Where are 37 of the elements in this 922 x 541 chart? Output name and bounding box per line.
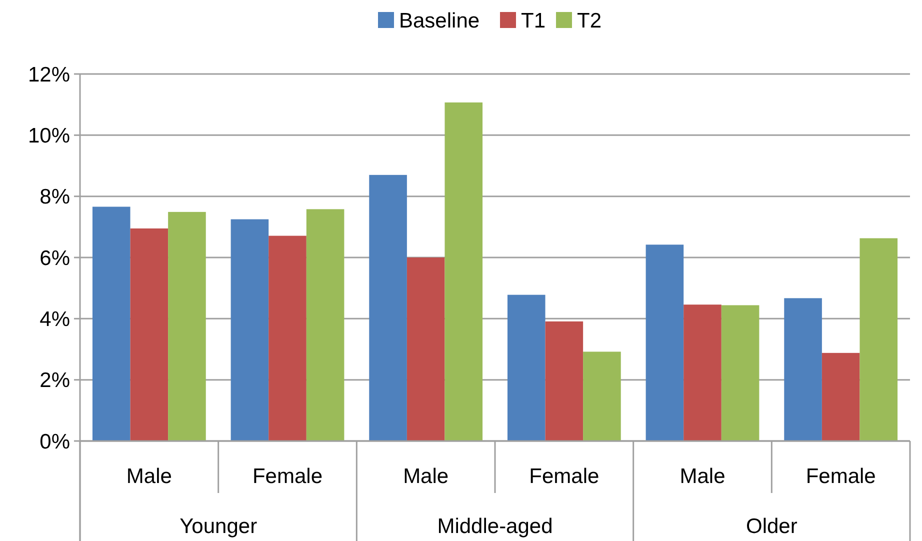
y-tick-label: 4% bbox=[40, 308, 70, 332]
bar bbox=[230, 219, 269, 441]
bar bbox=[860, 238, 898, 441]
bar bbox=[822, 352, 860, 441]
x-tick-label: Female bbox=[252, 465, 323, 488]
x-tick-label: Female bbox=[529, 465, 600, 488]
y-tick-label: 0% bbox=[40, 430, 70, 454]
y-tick-label: 10% bbox=[28, 124, 70, 148]
bar bbox=[306, 209, 344, 441]
bar bbox=[92, 206, 130, 441]
x-tick-label: Male bbox=[680, 465, 726, 488]
text: Older bbox=[746, 515, 798, 538]
bar bbox=[406, 258, 445, 441]
bar bbox=[130, 228, 168, 441]
x-tick-label: Male bbox=[126, 465, 172, 488]
legend-label: Baseline bbox=[399, 9, 480, 32]
x-tick-label: Female bbox=[806, 465, 876, 488]
bar bbox=[784, 298, 822, 441]
text: Younger bbox=[180, 515, 258, 538]
legend-label: T2 bbox=[577, 9, 602, 32]
y-tick-label: 8% bbox=[40, 186, 70, 209]
bar bbox=[545, 321, 584, 441]
x-tick-label: Male bbox=[403, 465, 449, 488]
bar bbox=[268, 236, 306, 441]
bar bbox=[684, 304, 722, 441]
bar bbox=[444, 102, 483, 441]
bar bbox=[583, 352, 621, 441]
bar bbox=[507, 294, 546, 441]
bar bbox=[168, 212, 206, 441]
legend-label: T1 bbox=[521, 9, 546, 32]
y-tick-label: 2% bbox=[40, 369, 70, 392]
y-tick-label: 6% bbox=[40, 246, 70, 270]
text: Middle-aged bbox=[437, 515, 553, 538]
bar bbox=[369, 174, 407, 441]
bar bbox=[646, 244, 684, 441]
y-tick-label: 12% bbox=[28, 63, 70, 86]
bar bbox=[721, 305, 760, 441]
